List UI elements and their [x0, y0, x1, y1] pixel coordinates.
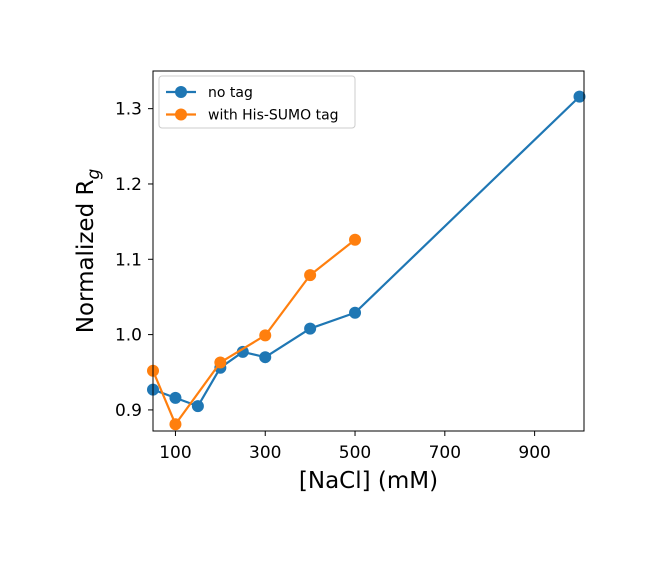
series-line — [151, 238, 356, 426]
data-point — [304, 322, 317, 335]
legend-label: no tag — [208, 85, 253, 101]
data-point — [304, 269, 317, 282]
legend-label: with His-SUMO tag — [208, 108, 339, 124]
data-point — [349, 233, 362, 246]
y-tick-label: 1.3 — [115, 100, 142, 120]
data-point — [169, 391, 182, 404]
legend-box — [158, 75, 356, 129]
y-axis-label-main: Normalized R — [73, 180, 99, 334]
y-tick-label: 0.9 — [115, 401, 142, 421]
series-layer — [147, 90, 586, 431]
data-point — [259, 329, 272, 342]
y-tick-label: 1.2 — [115, 175, 142, 195]
y-tick-label: 1.0 — [115, 326, 142, 346]
x-tick-label: 900 — [518, 443, 550, 463]
data-point — [236, 345, 249, 358]
y-axis-label-subscript: g — [84, 169, 104, 180]
legend-marker — [175, 86, 187, 98]
data-point — [573, 90, 586, 103]
x-tick-label: 100 — [159, 443, 191, 463]
legend-entry: with His-SUMO tag — [166, 108, 339, 124]
legend-marker — [175, 108, 187, 121]
x-axis-label: [NaCl] (mM) — [299, 468, 438, 494]
x-tick-label: 300 — [249, 443, 281, 463]
series-2 — [147, 233, 362, 431]
x-tick-label: 500 — [339, 443, 371, 463]
data-point — [349, 306, 362, 319]
data-point — [191, 400, 204, 413]
legend-entry: no tag — [166, 85, 253, 101]
plot-frame — [152, 70, 585, 432]
y-axis: 0.9 1.0 1.1 1.2 1.3 — [115, 100, 153, 421]
y-tick-label: 1.1 — [115, 250, 142, 270]
y-axis-label: Normalized Rg — [73, 169, 104, 334]
data-point — [214, 356, 227, 369]
data-point — [259, 351, 272, 364]
x-tick-label: 700 — [429, 443, 461, 463]
data-point — [169, 418, 182, 431]
x-axis: 100 300 500 700 900 — [159, 431, 551, 463]
series-1 — [147, 90, 586, 413]
legend: no tag with His-SUMO tag — [158, 75, 356, 129]
